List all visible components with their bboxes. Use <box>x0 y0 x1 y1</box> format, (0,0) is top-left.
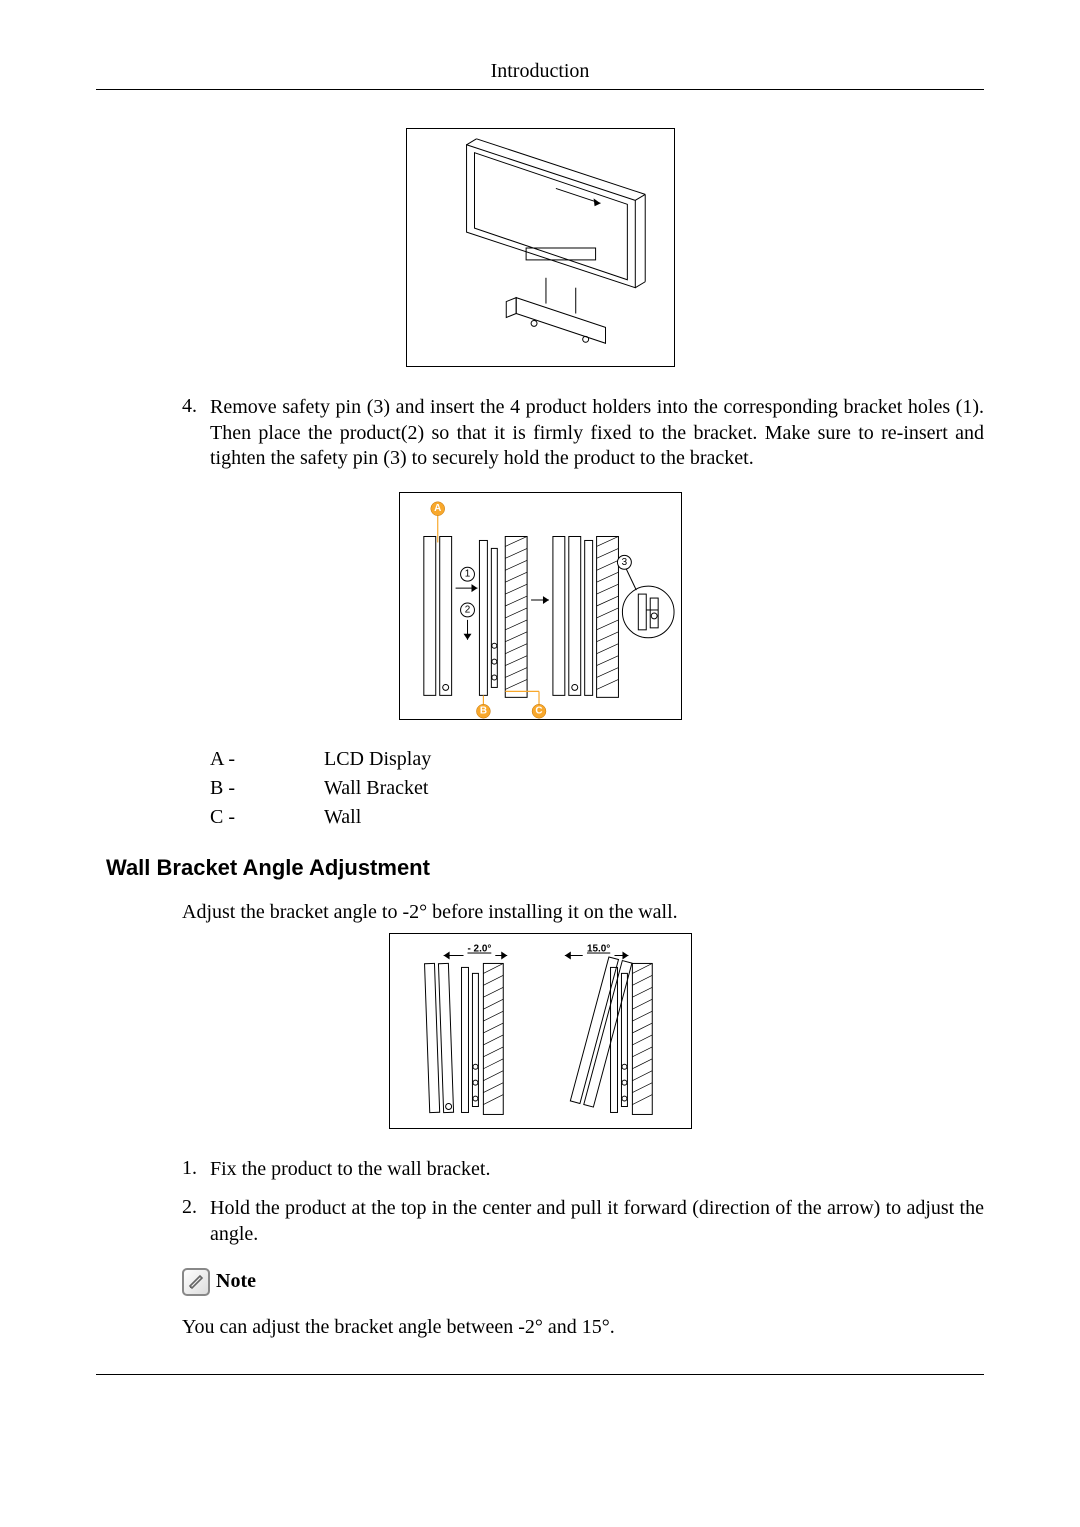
step-list-install: 4. Remove safety pin (3) and insert the … <box>182 395 984 472</box>
step-text: Fix the product to the wall bracket. <box>210 1157 490 1183</box>
callout-a: A <box>434 503 441 514</box>
angle-step-1: 1. Fix the product to the wall bracket. <box>182 1157 984 1183</box>
callout-b: B <box>479 706 486 717</box>
number-1: 1 <box>464 569 470 580</box>
note-block: Note <box>182 1268 984 1296</box>
step-number: 2. <box>182 1196 210 1247</box>
step-number: 1. <box>182 1157 210 1183</box>
angle-step-2: 2. Hold the product at the top in the ce… <box>182 1196 984 1247</box>
note-label: Note <box>216 1270 256 1293</box>
note-icon <box>182 1268 210 1296</box>
step-text: Hold the product at the top in the cente… <box>210 1196 984 1247</box>
number-2: 2 <box>464 604 470 615</box>
legend-key: A - <box>210 748 324 771</box>
legend-key: C - <box>210 806 324 829</box>
footer-rule <box>96 1374 984 1375</box>
figure-monitor-isometric <box>406 128 675 367</box>
figure-angle-adjustment: - 2.0° 15.0° <box>389 933 692 1129</box>
figure-bracket-cross-section: A <box>399 492 682 720</box>
legend-value: Wall Bracket <box>324 777 428 800</box>
legend-row: A - LCD Display <box>210 748 984 771</box>
step-list-angle: 1. Fix the product to the wall bracket. … <box>182 1157 984 1248</box>
note-text: You can adjust the bracket angle between… <box>182 1314 984 1340</box>
section-heading: Wall Bracket Angle Adjustment <box>106 855 984 881</box>
legend-row: B - Wall Bracket <box>210 777 984 800</box>
legend-table: A - LCD Display B - Wall Bracket C - Wal… <box>210 748 984 829</box>
legend-key: B - <box>210 777 324 800</box>
angle-left-label: - 2.0° <box>467 943 491 954</box>
page-header: Introduction <box>96 60 984 90</box>
angle-right-label: 15.0° <box>586 943 609 954</box>
adjust-intro-text: Adjust the bracket angle to -2° before i… <box>182 899 984 925</box>
callout-c: C <box>535 706 542 717</box>
number-3: 3 <box>621 557 627 568</box>
step-text: Remove safety pin (3) and insert the 4 p… <box>210 395 984 472</box>
step-4: 4. Remove safety pin (3) and insert the … <box>182 395 984 472</box>
legend-value: LCD Display <box>324 748 431 771</box>
step-number: 4. <box>182 395 210 472</box>
legend-value: Wall <box>324 806 361 829</box>
legend-row: C - Wall <box>210 806 984 829</box>
header-title: Introduction <box>491 60 590 82</box>
